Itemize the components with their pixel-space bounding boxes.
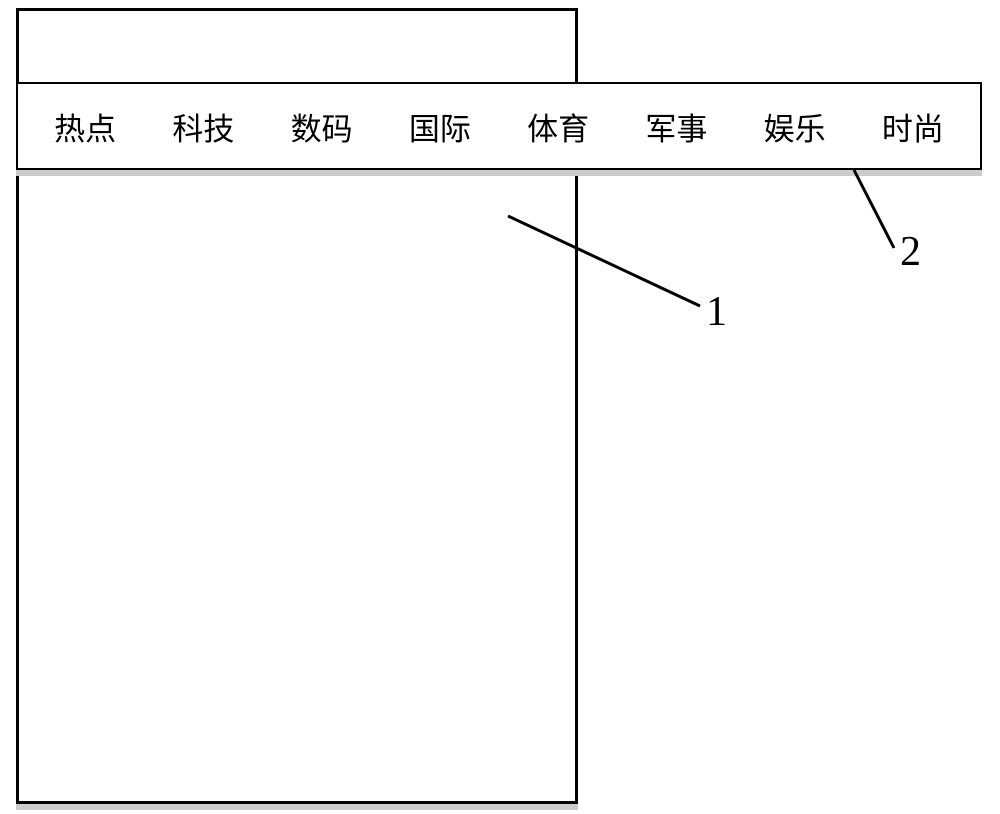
device-frame-shadow xyxy=(16,804,578,810)
nav-item-entertainment[interactable]: 娱乐 xyxy=(736,104,854,149)
callout-label-1: 1 xyxy=(706,288,727,336)
nav-item-military[interactable]: 军事 xyxy=(617,104,735,149)
diagram-canvas: 热点 科技 数码 国际 体育 军事 娱乐 时尚 1 2 xyxy=(0,0,1000,814)
callout-label-2: 2 xyxy=(900,228,921,276)
nav-item-tech[interactable]: 科技 xyxy=(144,104,262,149)
navbar[interactable]: 热点 科技 数码 国际 体育 军事 娱乐 时尚 xyxy=(16,82,982,170)
nav-item-sports[interactable]: 体育 xyxy=(499,104,617,149)
nav-item-hotspot[interactable]: 热点 xyxy=(26,104,144,149)
nav-item-international[interactable]: 国际 xyxy=(381,104,499,149)
navbar-shadow xyxy=(16,170,982,176)
leader-line-2 xyxy=(854,170,894,248)
nav-item-fashion[interactable]: 时尚 xyxy=(854,104,972,149)
nav-item-digital[interactable]: 数码 xyxy=(263,104,381,149)
